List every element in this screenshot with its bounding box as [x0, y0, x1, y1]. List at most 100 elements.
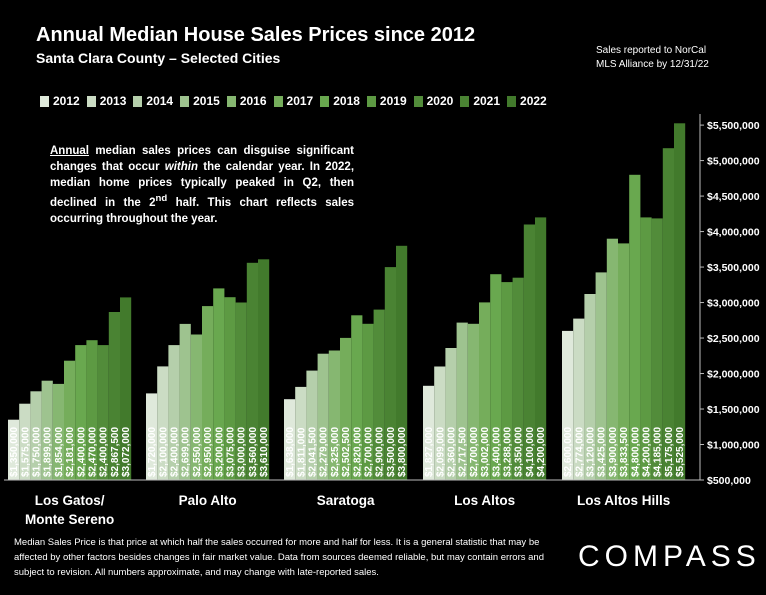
- bar-2019: [640, 217, 652, 480]
- legend-item-2021: 2021: [460, 92, 500, 110]
- bar-value-label: $1,720,000: [147, 427, 158, 477]
- bar-2022: [535, 217, 547, 480]
- bar-2021: [662, 148, 674, 480]
- legend-swatch: [366, 95, 376, 107]
- legend-label: 2012: [53, 94, 80, 108]
- bar-value-label: $2,400,000: [99, 427, 110, 477]
- legend-label: 2020: [426, 94, 454, 108]
- source-note: Sales reported to NorCal MLS Alliance by…: [596, 44, 709, 72]
- legend-item-2014: 2014: [133, 92, 173, 110]
- bar-2015: [456, 322, 468, 480]
- legend-label: 2016: [239, 94, 267, 108]
- bar-value-label: $3,350,000: [514, 427, 525, 477]
- legend-item-2012: 2012: [40, 92, 80, 110]
- bar-2012: [8, 419, 20, 480]
- bar-value-label: $3,500,000: [386, 427, 397, 477]
- bar-2015: [41, 380, 53, 480]
- bar-value-label: $2,774,000: [574, 427, 585, 477]
- bar-value-label: $3,610,000: [259, 427, 270, 477]
- bar-value-label: $3,400,000: [491, 427, 502, 477]
- bar-value-label: $2,279,000: [319, 427, 330, 477]
- bar-2021: [384, 267, 396, 480]
- bar-2012: [423, 385, 435, 480]
- legend-swatch: [180, 95, 190, 107]
- annotation-note: Annual median sales prices can disguise …: [50, 143, 354, 227]
- bar-2017: [340, 337, 352, 480]
- bar-value-label: $4,185,000: [653, 427, 664, 477]
- bar-2013: [434, 366, 446, 480]
- bar-2013: [573, 318, 585, 480]
- bar-value-label: $3,072,000: [121, 427, 132, 477]
- bar-2019: [224, 297, 236, 480]
- bar-2017: [479, 302, 491, 480]
- bar-value-label: $2,181,000: [65, 427, 76, 477]
- bar-2018: [213, 288, 225, 480]
- bar-value-label: $2,502,500: [341, 427, 352, 477]
- bar-2019: [362, 323, 374, 480]
- bar-value-label: $4,800,000: [630, 427, 641, 477]
- bar-2021: [523, 224, 535, 480]
- legend-label: 2015: [193, 94, 220, 108]
- bar-value-label: $2,360,000: [447, 427, 458, 477]
- footer-disclaimer: Median Sales Price is that price at whic…: [14, 537, 544, 578]
- x-axis: Los Gatos/Monte Sereno Palo Alto Saratoga L…: [25, 493, 670, 527]
- bar-value-label: $2,820,000: [352, 427, 363, 477]
- bar-2012: [562, 330, 574, 480]
- bar-value-label: $4,200,000: [536, 427, 547, 477]
- bar-value-label: $5,525,000: [675, 427, 686, 477]
- legend-label: 2013: [99, 94, 127, 108]
- bar-2016: [190, 334, 202, 480]
- legend-swatch: [133, 95, 143, 107]
- note-italic: within: [164, 161, 199, 173]
- legend-swatch: [507, 95, 517, 107]
- bar-value-label: $3,288,000: [503, 427, 514, 477]
- bar-value-label: $2,470,000: [88, 427, 99, 477]
- source-line-2: MLS Alliance by 12/31/22: [596, 59, 709, 70]
- bar-value-label: $2,700,000: [364, 427, 375, 477]
- y-tick-label: $3,500,000: [707, 262, 760, 274]
- y-tick-label: $2,500,000: [707, 333, 760, 345]
- bar-value-label: $2,550,000: [192, 427, 203, 477]
- y-tick-label: $3,000,000: [707, 298, 760, 310]
- bar-value-label: $4,100,000: [525, 427, 536, 477]
- legend-label: 2014: [146, 94, 174, 108]
- bar-2016: [328, 350, 340, 480]
- bar-2015: [317, 353, 329, 480]
- bar-value-label: $3,560,000: [248, 427, 259, 477]
- city-label: Los Gatos/Monte Sereno: [25, 493, 114, 527]
- bar-value-label: $3,800,000: [397, 427, 408, 477]
- y-tick-label: $1,000,000: [707, 440, 760, 452]
- note-underlined: Annual: [50, 145, 89, 157]
- legend-label: 2021: [473, 94, 501, 108]
- bar-value-label: $2,100,000: [158, 427, 169, 477]
- y-tick-label: $2,000,000: [707, 369, 760, 381]
- bar-2016: [52, 383, 64, 480]
- chart-title: Annual Median House Sales Prices since 2…: [36, 24, 476, 46]
- bar-2015: [595, 272, 607, 480]
- legend-label: 2022: [520, 94, 547, 108]
- bar-value-label: $2,325,000: [330, 427, 341, 477]
- bar-value-label: $2,700,000: [469, 427, 480, 477]
- city-label: Los Altos Hills: [577, 493, 670, 508]
- bar-value-label: $2,041,500: [308, 427, 319, 477]
- legend-swatch: [40, 95, 49, 107]
- bar-2014: [306, 370, 318, 480]
- bar-2020: [651, 218, 663, 480]
- legend-item-2022: 2022: [507, 92, 547, 110]
- bar-2020: [235, 302, 247, 480]
- bar-2022: [396, 245, 408, 480]
- bar-2022: [674, 123, 686, 481]
- bars-layer: $1,350,000 $1,575,000 $1,750,000 $1,899,000…: [8, 123, 686, 481]
- legend: 2012 2013 2014 2015 2016 2017 2018 2019 2020 2021…: [40, 92, 554, 110]
- bar-2016: [467, 323, 479, 480]
- bar-value-label: $3,200,000: [214, 427, 225, 477]
- bar-value-label: $1,899,000: [43, 427, 54, 477]
- note-text-1: median sales prices can disguise signifi…: [50, 145, 354, 173]
- bar-value-label: $2,717,500: [458, 427, 469, 477]
- bar-2018: [351, 315, 363, 480]
- legend-label: 2017: [286, 94, 314, 108]
- legend-item-2013: 2013: [86, 92, 127, 110]
- bar-2014: [168, 345, 180, 480]
- bar-2018: [75, 345, 87, 480]
- bar-2013: [19, 403, 31, 480]
